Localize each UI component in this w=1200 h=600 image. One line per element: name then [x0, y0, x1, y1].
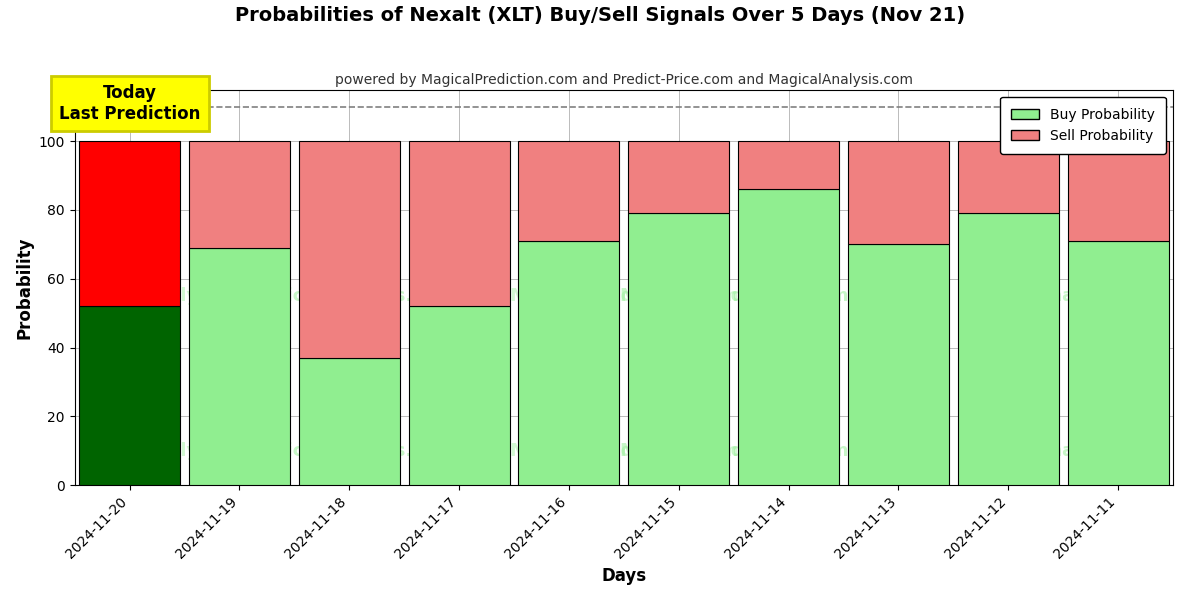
Bar: [299, 141, 400, 358]
Bar: [958, 214, 1058, 485]
Bar: [188, 248, 290, 485]
Text: MagicalPrediction.com: MagicalPrediction.com: [509, 287, 739, 305]
Text: Probabilities of Nexalt (XLT) Buy/Sell Signals Over 5 Days (Nov 21): Probabilities of Nexalt (XLT) Buy/Sell S…: [235, 6, 965, 25]
Bar: [79, 141, 180, 306]
Bar: [79, 306, 180, 485]
Bar: [188, 141, 290, 248]
Text: MagicalPrediction.com: MagicalPrediction.com: [509, 442, 739, 460]
Bar: [848, 141, 949, 244]
Bar: [629, 141, 730, 214]
Text: MagicalPrediction.com: MagicalPrediction.com: [619, 287, 848, 305]
Text: calAnalysis.co: calAnalysis.co: [113, 287, 256, 305]
Text: calAnalysis.co: calAnalysis.co: [113, 442, 256, 460]
Text: MagicalAnalysis.com: MagicalAnalysis.com: [245, 442, 454, 460]
Bar: [408, 306, 510, 485]
Bar: [299, 358, 400, 485]
Bar: [1068, 241, 1169, 485]
Y-axis label: Probability: Probability: [16, 236, 34, 338]
Bar: [518, 241, 619, 485]
Text: MagicalAnalysis.com: MagicalAnalysis.com: [245, 287, 454, 305]
Bar: [738, 189, 839, 485]
Bar: [848, 244, 949, 485]
Title: powered by MagicalPrediction.com and Predict-Price.com and MagicalAnalysis.com: powered by MagicalPrediction.com and Pre…: [335, 73, 913, 87]
Text: MagicalPrediction.com: MagicalPrediction.com: [619, 442, 848, 460]
Bar: [958, 141, 1058, 214]
Text: MagicalAnalysis.com: MagicalAnalysis.com: [959, 442, 1168, 460]
Bar: [629, 214, 730, 485]
Text: MagicalAnalysis.com: MagicalAnalysis.com: [959, 287, 1168, 305]
Bar: [408, 141, 510, 306]
Bar: [518, 141, 619, 241]
Bar: [738, 141, 839, 189]
X-axis label: Days: Days: [601, 567, 647, 585]
Bar: [1068, 141, 1169, 241]
Legend: Buy Probability, Sell Probability: Buy Probability, Sell Probability: [1000, 97, 1166, 154]
Text: Today
Last Prediction: Today Last Prediction: [59, 84, 200, 123]
